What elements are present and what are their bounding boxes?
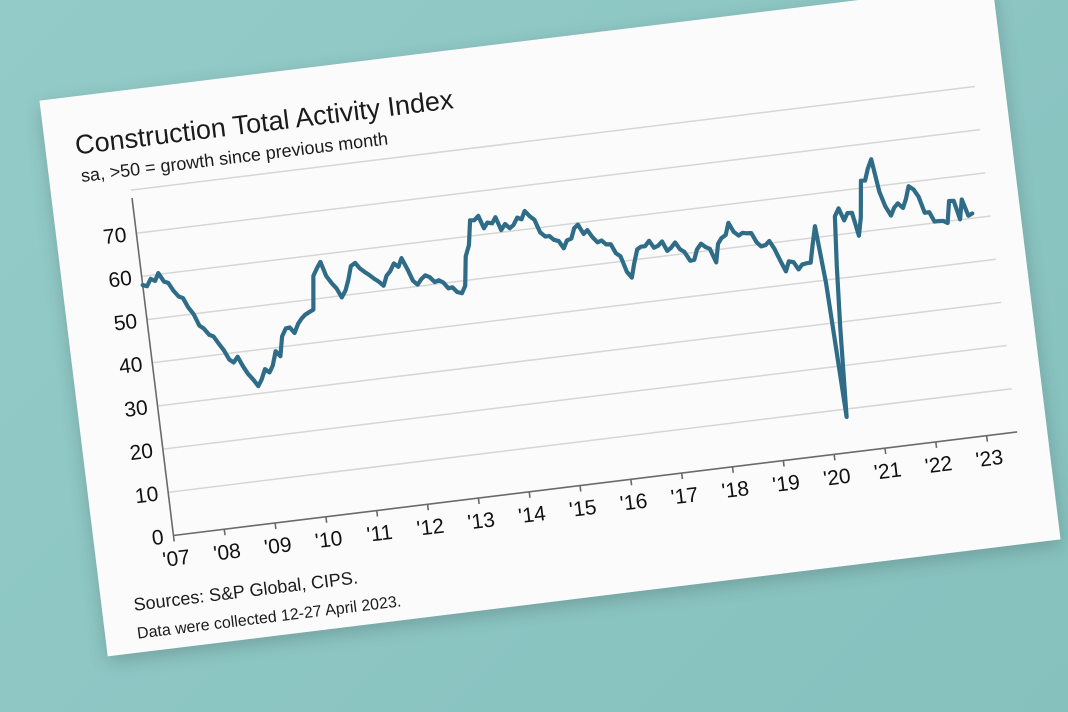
x-tick-mark bbox=[274, 522, 277, 530]
y-axis bbox=[131, 197, 175, 536]
y-tick-label: 0 bbox=[151, 526, 165, 550]
axes bbox=[131, 197, 1018, 542]
x-tick-label: '11 bbox=[365, 521, 393, 547]
x-tick-mark bbox=[782, 460, 785, 467]
x-tick-label: '14 bbox=[517, 502, 547, 528]
x-tick-label: '13 bbox=[466, 508, 496, 534]
gridline-y bbox=[152, 258, 997, 364]
y-tick-label: 20 bbox=[128, 439, 154, 465]
x-tick-label: '16 bbox=[619, 490, 649, 516]
x-tick-mark bbox=[833, 454, 836, 461]
x-tick-mark bbox=[680, 472, 684, 480]
x-tick-mark bbox=[935, 441, 938, 448]
x-tick-label: '08 bbox=[212, 539, 242, 565]
gridline-y bbox=[157, 301, 1002, 407]
y-tick-label: 60 bbox=[107, 267, 133, 293]
gridline-y bbox=[136, 128, 981, 235]
x-axis bbox=[173, 431, 1018, 537]
gridlines bbox=[130, 85, 1012, 494]
x-tick-label: '19 bbox=[771, 471, 801, 497]
chart-card: Construction Total Activity Index sa, >5… bbox=[39, 0, 1061, 657]
x-tick-labels: '07 '08 '09 '10 '11 '12 '13 '14 '15 '16 '17 '18 '19 '… bbox=[161, 446, 1004, 572]
x-tick-label: '17 bbox=[670, 483, 700, 509]
x-tick-mark bbox=[884, 448, 887, 455]
x-tick-mark bbox=[630, 479, 633, 486]
gridline-y bbox=[141, 172, 986, 278]
x-tick-label: '20 bbox=[822, 465, 852, 491]
x-tick-label: '22 bbox=[924, 452, 954, 478]
x-tick-label: '09 bbox=[263, 533, 293, 559]
gridline-y bbox=[168, 387, 1012, 494]
line-chart: Construction Total Activity Index sa, >5… bbox=[73, 84, 1018, 643]
x-tick-label: '15 bbox=[568, 496, 598, 522]
x-tick-label: '18 bbox=[720, 477, 750, 503]
gridline-y bbox=[146, 215, 991, 321]
x-tick-mark bbox=[223, 529, 226, 536]
gridline-y bbox=[162, 344, 1007, 450]
y-tick-label: 50 bbox=[112, 310, 138, 336]
y-tick-label: 10 bbox=[134, 483, 160, 509]
x-tick-label: '07 bbox=[161, 546, 191, 572]
x-tick-mark bbox=[426, 504, 430, 511]
x-tick-mark bbox=[375, 510, 379, 517]
y-tick-label: 40 bbox=[118, 353, 144, 379]
y-tick-label: 30 bbox=[123, 396, 149, 422]
x-tick-mark bbox=[985, 435, 989, 442]
x-tick-label: '10 bbox=[314, 527, 344, 553]
x-tick-label: '23 bbox=[975, 446, 1005, 472]
x-tick-mark bbox=[528, 491, 531, 498]
x-tick-mark bbox=[579, 485, 582, 492]
y-tick-labels: 0 10 20 30 40 50 60 70 bbox=[102, 224, 165, 550]
x-tick-label: '21 bbox=[873, 458, 903, 484]
y-tick-label: 70 bbox=[102, 224, 128, 250]
series-line-activity-index bbox=[140, 157, 975, 419]
x-tick-mark bbox=[731, 466, 735, 473]
x-tick-mark bbox=[477, 497, 480, 505]
series-lines bbox=[140, 157, 975, 419]
gridline-y bbox=[130, 85, 975, 191]
x-tick-mark bbox=[172, 535, 175, 542]
x-tick-label: '12 bbox=[415, 515, 445, 541]
x-tick-mark bbox=[325, 516, 328, 523]
